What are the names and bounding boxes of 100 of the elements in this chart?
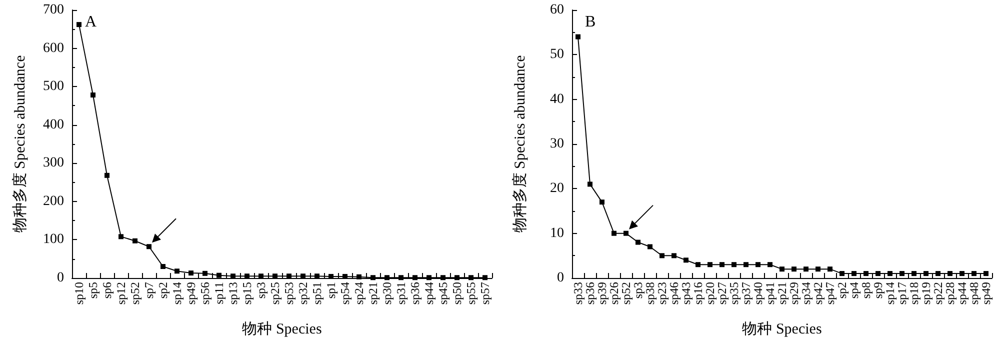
y-axis-title: 物种多度 Species abundance [12, 54, 28, 233]
point [216, 272, 222, 278]
x-tick-label: sp10 [72, 282, 86, 305]
point [960, 271, 964, 276]
x-tick-label: sp38 [643, 282, 657, 305]
point [924, 271, 928, 276]
x-tick-label: sp23 [655, 282, 669, 305]
point [370, 275, 376, 280]
x-tick-label: sp36 [408, 282, 422, 305]
point [888, 271, 892, 276]
point [576, 34, 580, 40]
point [948, 271, 952, 276]
point [744, 262, 748, 268]
point [188, 270, 194, 276]
y-tick-label: 40 [550, 92, 564, 107]
y-tick-label: 300 [43, 156, 64, 171]
x-tick-label: sp47 [823, 282, 837, 305]
x-tick-label: sp17 [895, 282, 909, 305]
x-tick-label: sp4 [847, 282, 861, 299]
x-tick-label: sp14 [170, 282, 184, 305]
point [852, 271, 856, 276]
point [828, 266, 832, 272]
point [732, 262, 736, 268]
x-tick-label: sp46 [667, 282, 681, 305]
x-tick-label: sp49 [184, 282, 198, 305]
annotation: A [85, 14, 97, 30]
x-tick-label: sp25 [268, 282, 282, 305]
y-tick-label: 600 [43, 40, 64, 56]
point [660, 253, 664, 258]
point [398, 275, 404, 280]
x-tick-label: sp45 [436, 282, 450, 305]
y-tick-label: 100 [43, 232, 64, 248]
point [720, 262, 724, 268]
point [756, 262, 760, 268]
point [202, 270, 208, 276]
y-tick-label: 20 [550, 181, 564, 196]
point [412, 275, 418, 280]
point [104, 172, 110, 178]
x-tick-label: sp56 [198, 282, 212, 305]
point [600, 200, 604, 205]
y-tick-label: 0 [57, 270, 64, 286]
point [984, 271, 988, 276]
x-tick-label: sp39 [595, 282, 609, 305]
y-tick-label: 0 [557, 270, 564, 286]
x-tick-label: sp34 [799, 282, 813, 305]
x-tick-label: sp21 [775, 282, 789, 305]
point [864, 271, 868, 276]
x-tick-label: sp2 [835, 282, 849, 299]
x-tick-label: sp30 [380, 282, 394, 305]
x-tick-label: sp49 [979, 282, 993, 305]
x-tick-label: sp33 [571, 282, 585, 305]
x-axis-title: 物种 Species [242, 320, 322, 338]
point [468, 275, 474, 280]
point [912, 271, 916, 276]
point [768, 262, 772, 268]
x-tick-label: sp7 [142, 282, 156, 299]
point [672, 253, 676, 258]
point [146, 244, 152, 250]
y-tick-label: 500 [43, 79, 64, 94]
point [816, 266, 820, 272]
x-tick-label: sp13 [226, 282, 240, 305]
point [132, 238, 138, 244]
point [440, 275, 446, 280]
x-tick-label: sp44 [955, 282, 969, 305]
point [684, 258, 688, 263]
x-tick-label: sp52 [619, 282, 633, 305]
y-tick-label: 50 [550, 47, 564, 62]
point [636, 240, 640, 245]
point [624, 230, 628, 236]
point [612, 230, 616, 236]
x-tick-label: sp44 [422, 282, 436, 305]
point [840, 271, 844, 276]
x-tick-label: sp40 [751, 282, 765, 305]
x-axis-title: 物种 Species [742, 320, 822, 338]
y-tick-label: 200 [43, 194, 64, 209]
point [482, 275, 488, 280]
x-tick-label: sp3 [631, 282, 645, 299]
x-tick-label: sp22 [931, 282, 945, 305]
point [118, 234, 124, 240]
x-tick-label: sp24 [352, 282, 366, 305]
x-tick-label: sp57 [478, 282, 492, 305]
point [708, 262, 712, 268]
annotation: B [585, 14, 596, 30]
x-tick-label: sp42 [811, 282, 825, 305]
point [696, 262, 700, 268]
x-tick-label: sp2 [156, 282, 170, 299]
x-tick-label: sp55 [464, 282, 478, 305]
x-tick-label: sp6 [100, 282, 114, 299]
point [384, 275, 390, 280]
x-tick-label: sp12 [114, 282, 128, 305]
x-tick-label: sp9 [871, 282, 885, 299]
x-tick-label: sp31 [394, 282, 408, 305]
x-tick-label: sp26 [607, 282, 621, 305]
point [792, 266, 796, 272]
y-tick-label: 10 [550, 226, 564, 241]
x-tick-label: sp18 [907, 282, 921, 305]
x-tick-label: sp19 [919, 282, 933, 305]
point [588, 182, 592, 187]
point [648, 244, 652, 250]
x-tick-label: sp27 [715, 282, 729, 305]
